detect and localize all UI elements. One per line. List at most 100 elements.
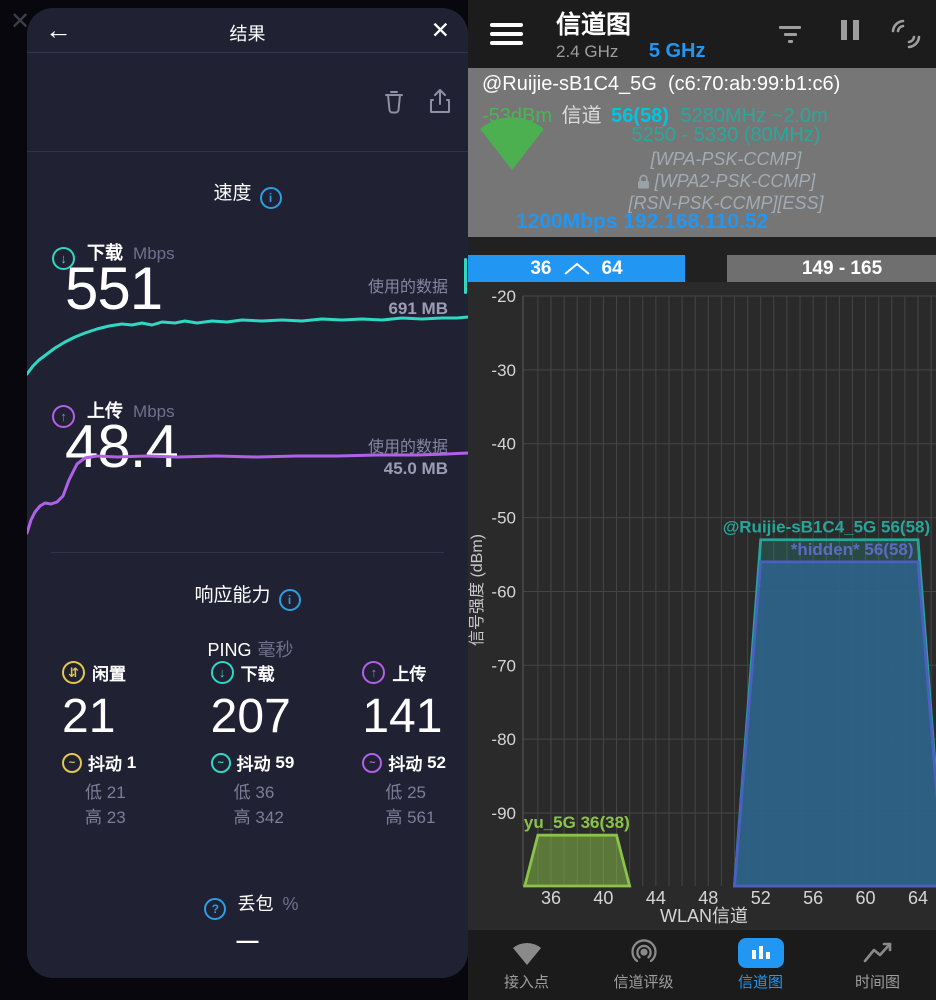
upload-value: 48.4 bbox=[65, 413, 179, 480]
responsiveness-info-icon[interactable] bbox=[278, 589, 301, 611]
svg-text:56: 56 bbox=[803, 888, 823, 908]
nav-time-graph[interactable]: 时间图 bbox=[819, 930, 936, 1000]
svg-text:60: 60 bbox=[856, 888, 876, 908]
download-ping-value: 207 bbox=[210, 690, 291, 743]
download-speed-graph bbox=[27, 315, 468, 376]
channel-graph-svg: -20 -30 -40 -50 -60 -70 -80 -90 yu_5G 36(38) @Rui… bbox=[468, 287, 936, 926]
ap-ssid-line: @Ruijie-sB1C4_5G (c6:70:ab:99:b1:c6) bbox=[482, 73, 841, 95]
ping-header: PING 毫秒 bbox=[207, 640, 294, 660]
speed-section-title: 速度 bbox=[27, 178, 468, 209]
svg-text:-70: -70 bbox=[491, 656, 516, 675]
wifi-icon bbox=[512, 942, 541, 965]
packet-loss-row: 丢包 % bbox=[27, 890, 468, 920]
download-arrow-icon: ↓ bbox=[52, 247, 75, 270]
ping-col-download: ↓ 下载 207 ~ 抖动 59 低 36 高 342 bbox=[168, 660, 317, 830]
band-switcher: 2.4 GHz 5 GHz bbox=[556, 40, 706, 63]
range-tab-36-64[interactable]: 36 64 bbox=[468, 255, 685, 282]
ping-col-upload: ↑ 上传 141 ~ 抖动 52 低 25 高 561 bbox=[316, 660, 468, 830]
download-label-row: ↓ 下载 Mbps bbox=[52, 239, 175, 270]
svg-text:yu_5G 36(38): yu_5G 36(38) bbox=[524, 813, 630, 832]
close-icon[interactable]: ✕ bbox=[430, 17, 450, 43]
scrollbar[interactable] bbox=[464, 258, 467, 294]
packet-loss-help-icon[interactable] bbox=[204, 898, 227, 920]
upload-label-row: ↑ 上传 Mbps bbox=[52, 397, 175, 428]
svg-text:44: 44 bbox=[646, 888, 666, 908]
svg-text:-50: -50 bbox=[491, 509, 516, 528]
share-icon bbox=[430, 89, 450, 113]
page-title: 结果 bbox=[229, 24, 266, 44]
speedtest-app: ✕ ← 结果 ✕ 速度 ↓ 下载 Mbps 551 使用的 bbox=[0, 0, 468, 1000]
ap-security-2: [WPA2-PSK-CCMP] bbox=[516, 170, 936, 192]
menu-icon[interactable] bbox=[490, 23, 523, 45]
ap-security-3: [RSN-PSK-CCMP][ESS] bbox=[628, 193, 824, 213]
band-5ghz[interactable]: 5 GHz bbox=[648, 40, 706, 62]
background-close-icon: ✕ bbox=[10, 8, 31, 35]
analyzer-title: 信道图 bbox=[556, 11, 632, 39]
upload-ping-value: 141 bbox=[362, 690, 443, 743]
analyzer-header: 信道图 2.4 GHz 5 GHz bbox=[468, 0, 936, 68]
ping-stats-grid: ⇵ 闲置 21 ~ 抖动 1 低 21 高 23 ↓ 下载 207 ~ 抖动 59 低 … bbox=[27, 660, 468, 830]
lock-icon bbox=[637, 174, 649, 189]
idle-icon: ⇵ bbox=[62, 661, 85, 684]
svg-text:*hidden* 56(58): *hidden* 56(58) bbox=[791, 540, 914, 559]
svg-text:-80: -80 bbox=[491, 730, 516, 749]
download-arrow-icon: ↓ bbox=[210, 661, 234, 684]
svg-text:-40: -40 bbox=[491, 435, 516, 454]
svg-text:-20: -20 bbox=[491, 287, 516, 306]
signal-scan-icon[interactable] bbox=[890, 18, 922, 55]
back-icon[interactable]: ← bbox=[45, 15, 72, 45]
delete-result-button[interactable] bbox=[382, 88, 406, 114]
ping-col-idle: ⇵ 闲置 21 ~ 抖动 1 低 21 高 23 bbox=[27, 660, 168, 830]
bar-chart-icon bbox=[751, 946, 770, 959]
connected-ap-panel[interactable]: @Ruijie-sB1C4_5G (c6:70:ab:99:b1:c6) -53… bbox=[468, 68, 936, 237]
wifi-analyzer-app: 信道图 2.4 GHz 5 GHz @Ruijie-sB1C4_5G (c6:7… bbox=[468, 0, 936, 1000]
ap-details: 5250 - 5330 (80MHz) [WPA-PSK-CCMP] [WPA2… bbox=[516, 123, 936, 214]
ap-signal-line: -53dBm 信道 56(58) 5280MHz ~2.0m bbox=[482, 105, 828, 127]
line-chart-icon bbox=[863, 942, 891, 963]
nav-channel-graph[interactable]: 信道图 bbox=[702, 930, 819, 1000]
upload-arrow-icon: ↑ bbox=[52, 405, 75, 428]
channel-range-tabs: 36 64 149 - 165 bbox=[468, 237, 936, 282]
upload-speed-graph bbox=[27, 451, 468, 535]
download-data-used: 使用的数据 691 MB bbox=[367, 279, 448, 318]
upload-arrow-icon: ↑ bbox=[362, 661, 386, 684]
pause-icon[interactable] bbox=[838, 20, 862, 45]
svg-text:40: 40 bbox=[593, 888, 613, 908]
svg-text:@Ruijie-sB1C4_5G 56(58): @Ruijie-sB1C4_5G 56(58) bbox=[723, 518, 930, 537]
jitter-icon: ~ bbox=[62, 752, 82, 773]
divider bbox=[27, 151, 468, 152]
channel-graph: -20 -30 -40 -50 -60 -70 -80 -90 yu_5G 36(38) @Rui… bbox=[468, 282, 936, 930]
svg-text:-90: -90 bbox=[491, 804, 516, 823]
nav-access-points[interactable]: 接入点 bbox=[468, 930, 585, 1000]
ap-frequency-range: 5250 - 5330 (80MHz) bbox=[631, 124, 821, 146]
svg-text:WLAN信道: WLAN信道 bbox=[660, 906, 748, 926]
svg-text:64: 64 bbox=[908, 888, 928, 908]
broadcast-icon bbox=[630, 939, 657, 963]
svg-text:48: 48 bbox=[698, 888, 718, 908]
upload-data-used: 使用的数据 45.0 MB bbox=[367, 439, 448, 478]
divider bbox=[51, 552, 444, 553]
wifi-signal-icon bbox=[476, 112, 548, 177]
speed-info-icon[interactable] bbox=[259, 187, 282, 209]
svg-text:信号强度 (dBm): 信号强度 (dBm) bbox=[468, 534, 486, 646]
svg-text:-30: -30 bbox=[491, 361, 516, 380]
caret-icon bbox=[563, 262, 590, 275]
svg-text:36: 36 bbox=[541, 888, 561, 908]
range-tab-149-165[interactable]: 149 - 165 bbox=[727, 255, 936, 282]
download-value: 551 bbox=[65, 255, 163, 322]
responsiveness-section-title: 响应能力 bbox=[27, 580, 468, 611]
svg-text:-60: -60 bbox=[491, 582, 516, 601]
idle-ping-value: 21 bbox=[62, 690, 116, 743]
band-2-4ghz[interactable]: 2.4 GHz bbox=[556, 42, 619, 61]
nav-channel-rating[interactable]: 信道评级 bbox=[585, 930, 702, 1000]
packet-loss-value: — bbox=[236, 928, 259, 953]
results-header: ← 结果 ✕ bbox=[27, 8, 468, 53]
results-card: ← 结果 ✕ 速度 ↓ 下载 Mbps 551 使用的数据 691 MB bbox=[27, 8, 468, 978]
svg-text:52: 52 bbox=[751, 888, 771, 908]
filter-icon[interactable] bbox=[778, 26, 802, 47]
jitter-icon: ~ bbox=[362, 752, 383, 773]
ap-linkspeed-ip: 1200Mbps 192.168.110.52 bbox=[516, 210, 769, 233]
bottom-nav: 接入点 信道评级 信道图 时间图 bbox=[468, 930, 936, 1000]
ap-security-1: [WPA-PSK-CCMP] bbox=[650, 149, 802, 169]
share-result-button[interactable] bbox=[428, 88, 452, 114]
